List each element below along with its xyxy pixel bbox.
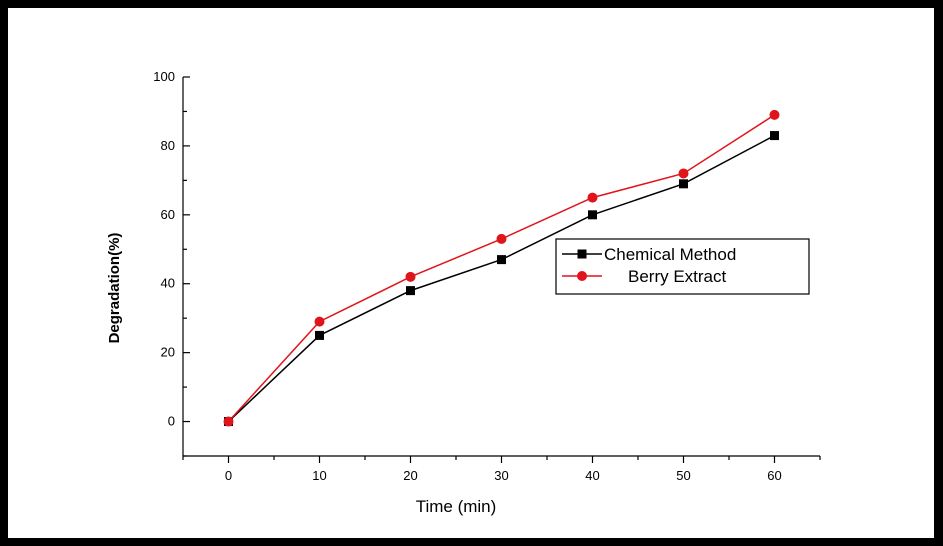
x-tick-label: 60 xyxy=(767,468,781,483)
y-tick-label: 60 xyxy=(161,207,175,222)
legend-marker-berry-extract xyxy=(577,271,587,281)
data-point-chemical-method xyxy=(679,179,688,189)
data-point-chemical-method xyxy=(315,330,324,340)
data-point-berry-extract xyxy=(405,271,416,282)
legend-label-chemical-method: Chemical Method xyxy=(604,245,736,264)
x-tick-label: 30 xyxy=(494,468,508,483)
data-point-berry-extract xyxy=(587,192,598,203)
legend-box xyxy=(555,238,810,295)
data-point-chemical-method xyxy=(588,210,597,220)
y-tick-label: 100 xyxy=(153,69,175,84)
data-point-berry-extract xyxy=(314,316,325,327)
y-tick-label: 40 xyxy=(161,276,175,291)
legend-label-berry-extract: Berry Extract xyxy=(628,267,727,286)
axes: 0 20 40 60 80 100 0 10 20 30 40 50 60 xyxy=(153,69,821,483)
legend: Chemical Method Berry Extract xyxy=(555,238,810,295)
y-tick-label: 80 xyxy=(161,138,175,153)
data-point-berry-extract xyxy=(496,233,507,244)
y-tick-label: 20 xyxy=(161,345,175,360)
data-point-berry-extract xyxy=(769,109,780,120)
data-point-chemical-method xyxy=(497,255,506,265)
data-point-berry-extract xyxy=(223,416,234,427)
y-axis-label: Degradation(%) xyxy=(106,233,123,344)
legend-marker-chemical-method xyxy=(577,249,587,259)
data-point-chemical-method xyxy=(770,131,779,141)
y-tick-label: 0 xyxy=(168,414,175,429)
data-point-berry-extract xyxy=(678,168,689,179)
data-point-chemical-method xyxy=(406,286,415,296)
x-tick-label: 10 xyxy=(312,468,326,483)
x-tick-label: 40 xyxy=(585,468,599,483)
x-axis-label: Time (min) xyxy=(416,497,497,516)
plot-area xyxy=(223,109,780,427)
x-tick-label: 0 xyxy=(225,468,232,483)
x-tick-label: 20 xyxy=(403,468,417,483)
x-tick-label: 50 xyxy=(676,468,690,483)
